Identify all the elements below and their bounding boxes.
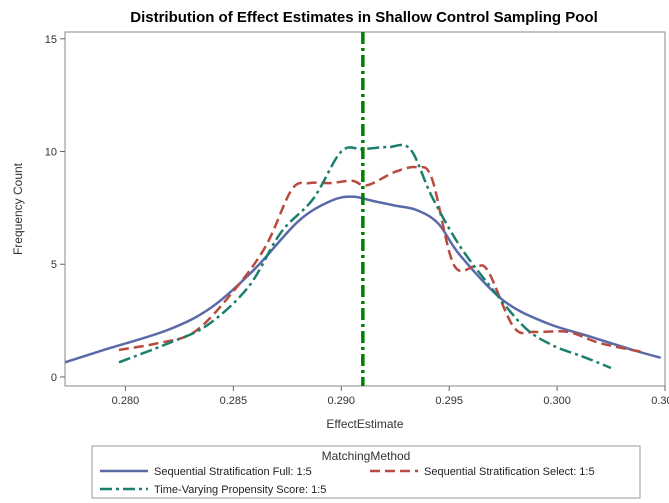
legend-entry-full: Sequential Stratification Full: 1:5 (154, 466, 312, 478)
x-axis: 0.280 0.285 0.290 0.295 0.300 0.305 (112, 386, 669, 407)
y-tick-label: 5 (51, 259, 57, 271)
x-tick-label: 0.295 (435, 395, 463, 407)
y-tick-label: 0 (51, 372, 57, 384)
y-tick-label: 10 (45, 147, 57, 159)
legend-entry-select: Sequential Stratification Select: 1:5 (424, 466, 595, 478)
legend: MatchingMethod Sequential Stratification… (91, 445, 641, 499)
x-tick-label: 0.280 (112, 395, 140, 407)
y-axis-label: Frequency Count (11, 162, 25, 255)
x-tick-label: 0.305 (651, 395, 669, 407)
plot-frame (64, 31, 666, 387)
chart-title: Distribution of Effect Estimates in Shal… (130, 9, 598, 26)
legend-frame (91, 445, 641, 499)
legend-entry-tvps: Time-Varying Propensity Score: 1:5 (154, 484, 326, 496)
series-line-full (64, 195, 662, 364)
series-layer (64, 143, 662, 370)
series-line-tvps (118, 143, 612, 370)
x-tick-label: 0.285 (220, 395, 248, 407)
x-tick-label: 0.290 (327, 395, 355, 407)
x-axis-label: EffectEstimate (326, 417, 403, 431)
y-tick-label: 15 (45, 34, 57, 46)
series-line-select (118, 165, 644, 354)
legend-title: MatchingMethod (322, 449, 411, 463)
y-axis: 0 5 10 15 (45, 34, 65, 384)
x-tick-label: 0.300 (543, 395, 571, 407)
